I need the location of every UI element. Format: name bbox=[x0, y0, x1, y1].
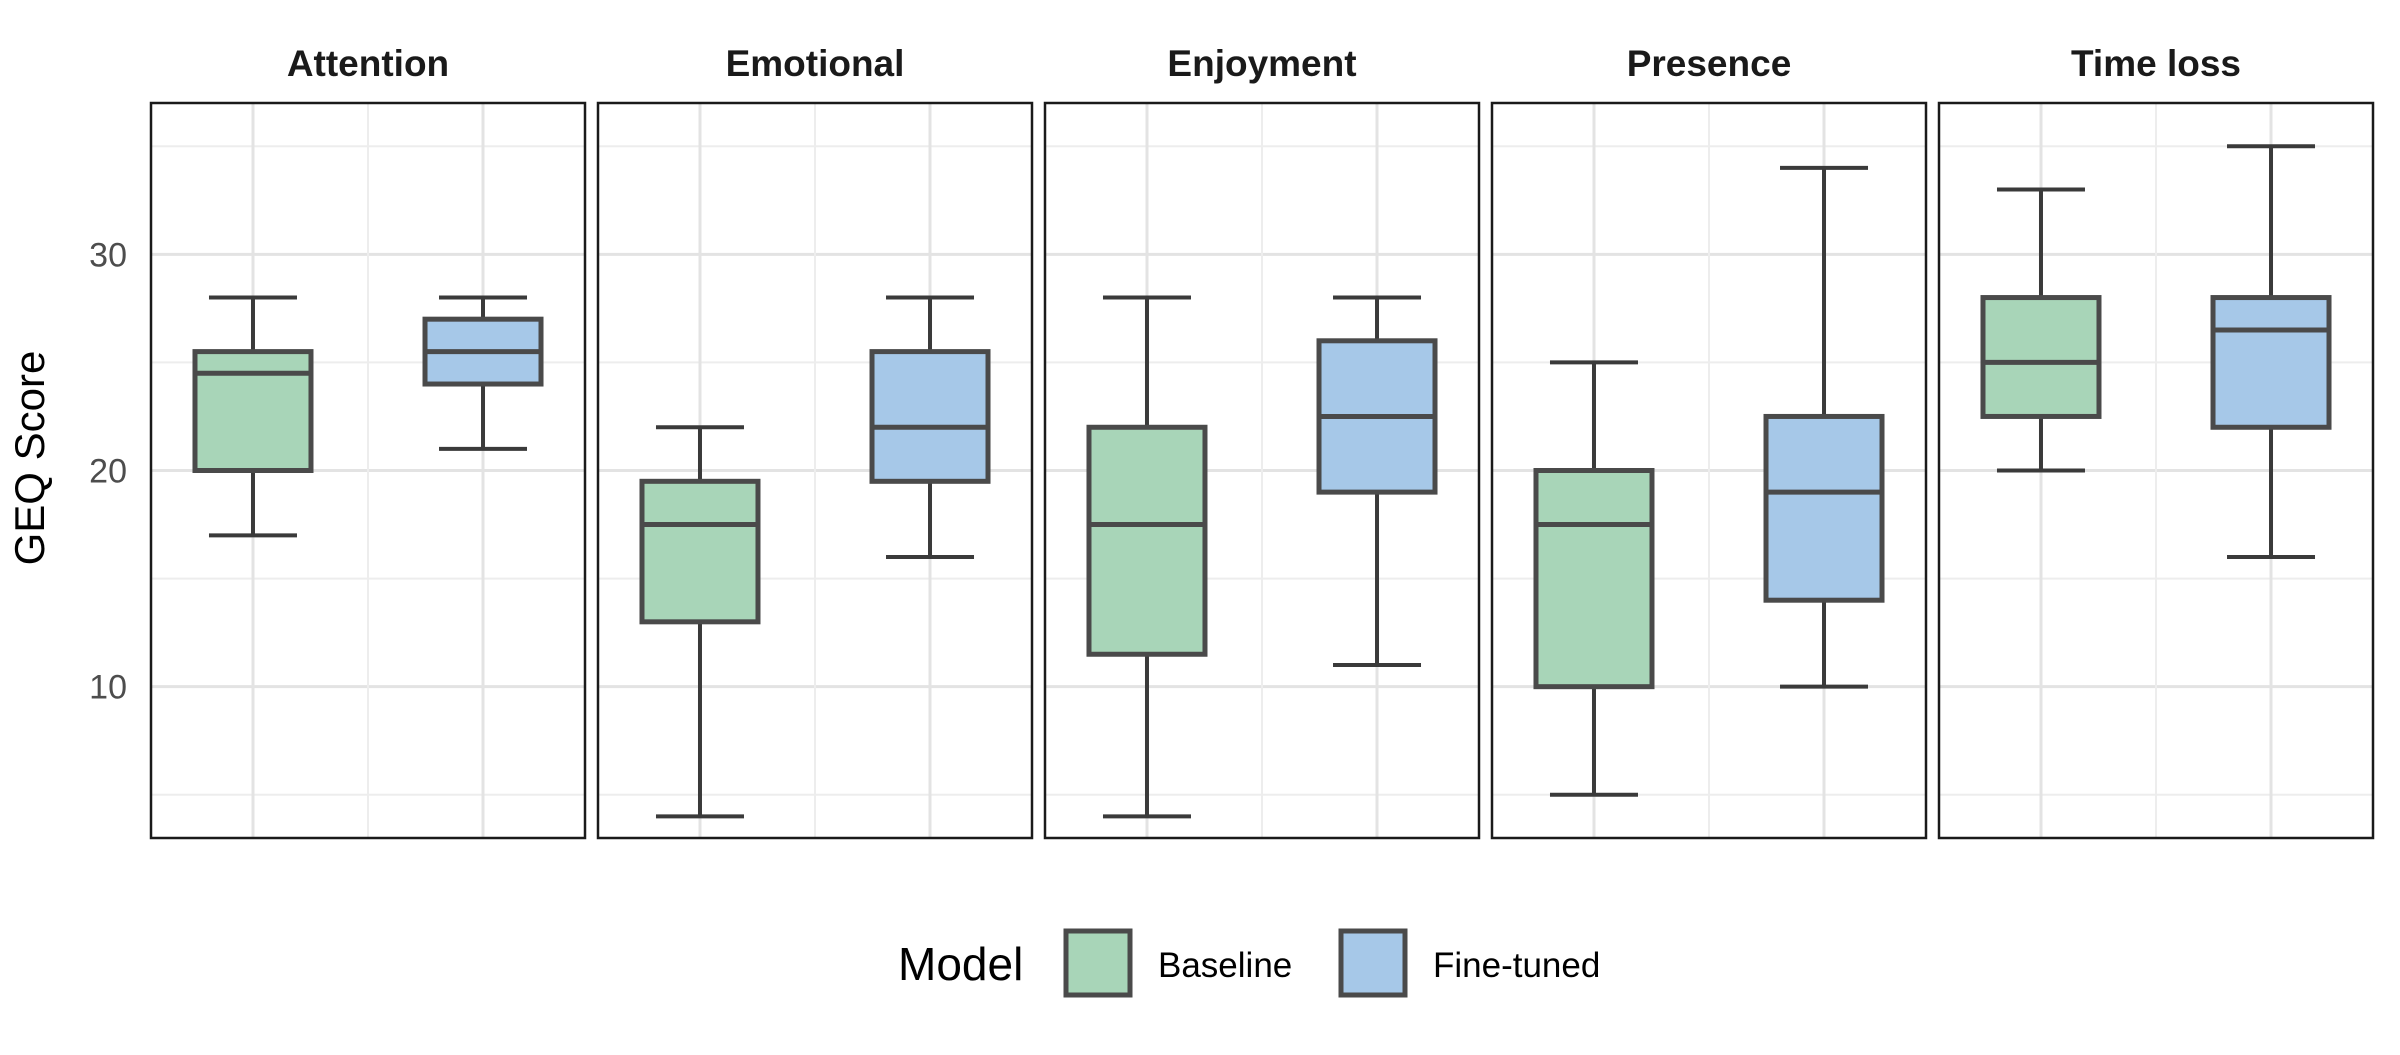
legend-title: Model bbox=[898, 938, 1023, 990]
legend: Model Baseline Fine-tuned bbox=[898, 928, 1600, 998]
facet-panel-time-loss: Time loss bbox=[1937, 43, 2375, 840]
legend-item-baseline: Baseline bbox=[1063, 928, 1292, 998]
box-iqr bbox=[1533, 468, 1655, 690]
panel-border bbox=[149, 101, 587, 840]
panel-border bbox=[1937, 101, 2375, 840]
box-iqr bbox=[192, 349, 314, 473]
facet-title-attention: Attention bbox=[287, 43, 449, 84]
y-tick-label: 30 bbox=[89, 236, 127, 274]
facet-panel-attention: Attention bbox=[149, 43, 587, 840]
box-presence-fine-tuned bbox=[1763, 165, 1885, 689]
box-iqr bbox=[2210, 295, 2332, 430]
box-iqr bbox=[639, 478, 761, 625]
box-attention-baseline bbox=[192, 295, 314, 538]
facet-panels: Attention Emotional Enjoyment Presence Time … bbox=[149, 43, 2375, 840]
legend-item-fine-tuned: Fine-tuned bbox=[1338, 928, 1600, 998]
box-iqr bbox=[1763, 413, 1885, 603]
facet-title-emotional: Emotional bbox=[726, 43, 905, 84]
grid-lines bbox=[598, 103, 1032, 838]
box-enjoyment-fine-tuned bbox=[1316, 295, 1438, 668]
legend-label-baseline: Baseline bbox=[1158, 946, 1292, 985]
box-time-loss-fine-tuned bbox=[2210, 144, 2332, 559]
y-tick-label: 10 bbox=[89, 669, 127, 707]
box-emotional-fine-tuned bbox=[869, 295, 991, 559]
y-axis-title: GEQ Score bbox=[6, 351, 53, 566]
facet-panel-presence: Presence bbox=[1490, 43, 1928, 840]
panel-border bbox=[1490, 101, 1928, 840]
panel-border bbox=[1043, 101, 1481, 840]
box-time-loss-baseline bbox=[1980, 187, 2102, 473]
box-emotional-baseline bbox=[639, 425, 761, 819]
box-enjoyment-baseline bbox=[1086, 295, 1208, 819]
facet-title-presence: Presence bbox=[1627, 43, 1792, 84]
facet-title-enjoyment: Enjoyment bbox=[1167, 43, 1356, 84]
legend-label-fine-tuned: Fine-tuned bbox=[1433, 946, 1600, 985]
box-iqr bbox=[1980, 295, 2102, 419]
panel-border bbox=[596, 101, 1034, 840]
box-iqr bbox=[869, 349, 991, 484]
y-tick-label: 20 bbox=[89, 453, 127, 491]
legend-swatch-fine-tuned bbox=[1338, 928, 1408, 998]
facet-panel-enjoyment: Enjoyment bbox=[1043, 43, 1481, 840]
legend-swatch-baseline bbox=[1063, 928, 1133, 998]
facet-title-time-loss: Time loss bbox=[2071, 43, 2241, 84]
box-iqr bbox=[1086, 424, 1208, 657]
box-attention-fine-tuned bbox=[422, 295, 544, 451]
box-presence-baseline bbox=[1533, 360, 1655, 797]
y-axis: 10 20 30 bbox=[89, 236, 127, 706]
facet-panel-emotional: Emotional bbox=[596, 43, 1034, 840]
